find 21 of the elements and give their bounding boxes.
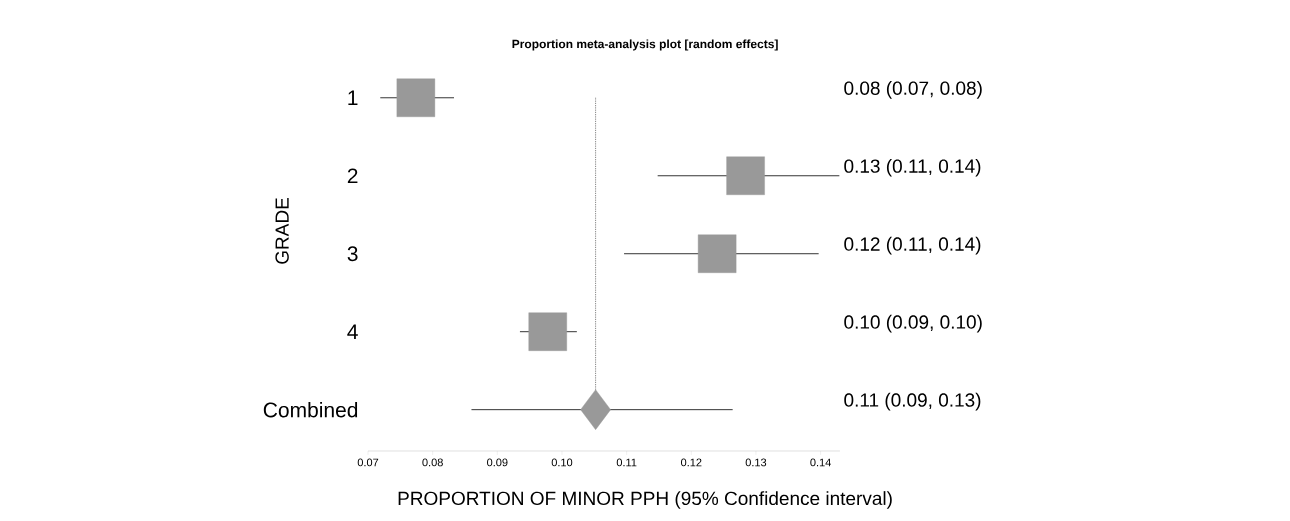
y-tick-label: 2 <box>347 168 358 184</box>
x-tick-label: 0.10 <box>551 458 573 467</box>
x-axis-title: PROPORTION OF MINOR PPH (95% Confidence interval) <box>398 491 892 509</box>
y-tick-label: 4 <box>347 324 358 339</box>
text: 0.12 (0.11, 0.14) <box>844 236 981 255</box>
x-tick-label: 0.09 <box>487 458 508 467</box>
x-tick-label: 0.14 <box>810 458 831 467</box>
x-tick-label: 0.08 <box>422 458 443 467</box>
text: 0.08 (0.07, 0.08) <box>844 80 982 99</box>
x-tick-label: 0.12 <box>681 458 702 467</box>
y-tick-label: 1 <box>348 90 358 105</box>
y-axis-title: GRADE <box>275 198 289 264</box>
text: 0.10 (0.09, 0.10) <box>844 314 982 333</box>
text: 0.13 (0.11, 0.14) <box>844 158 981 177</box>
text: 0.11 (0.09, 0.13) <box>844 392 981 411</box>
x-tick-label: 0.11 <box>616 458 637 467</box>
y-tick-label: 3 <box>347 246 358 262</box>
x-tick-label: 0.07 <box>357 458 379 467</box>
y-tick-label: Combined <box>263 401 358 418</box>
chart-title: Proportion meta-analysis plot [random effects] <box>512 39 778 51</box>
x-tick-label: 0.13 <box>745 458 767 467</box>
